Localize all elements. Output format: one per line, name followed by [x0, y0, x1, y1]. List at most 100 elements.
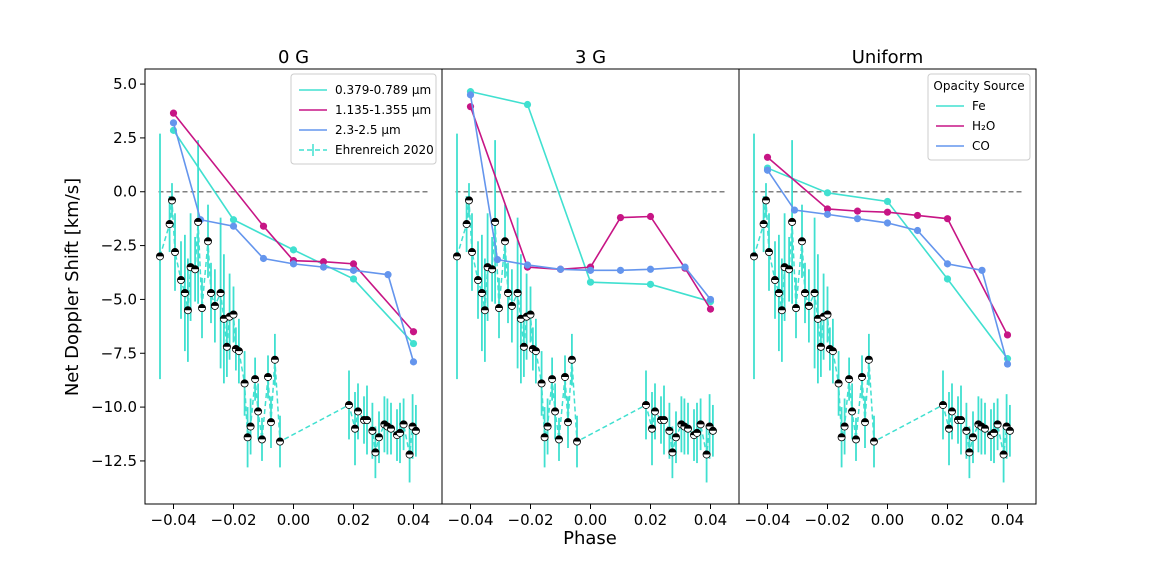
series-point-optical	[229, 216, 238, 224]
observed-point	[816, 342, 825, 351]
legend: Opacity Source Fe H₂O CO	[927, 73, 1031, 161]
panel-title: Uniform	[852, 47, 924, 68]
y-tick-label: −12.5	[91, 452, 137, 470]
observed-point	[395, 428, 404, 437]
series-point-infrared	[853, 207, 862, 215]
observed-point	[684, 424, 693, 433]
series-point-k_band	[556, 265, 565, 273]
observed-point-fill	[1006, 427, 1014, 431]
series-point-k_band	[978, 266, 986, 274]
legend-label: 2.3-2.5 μm	[335, 123, 401, 137]
observed-point-fill	[981, 425, 989, 429]
x-tick-label: −0.04	[745, 511, 791, 529]
observed-point-fill	[771, 276, 779, 281]
observed-point	[668, 448, 677, 457]
observed-point-fill	[845, 375, 853, 380]
observed-point	[500, 237, 509, 246]
panel-1: 3 G −0.04 −0.02 0.00 0.02 0.04	[441, 47, 740, 529]
observed-point-fill	[166, 220, 174, 225]
observed-point-fill	[693, 429, 701, 433]
observed-point	[945, 424, 954, 433]
observed-point	[771, 276, 780, 285]
observed-point-fill	[785, 265, 793, 270]
observed-point	[804, 301, 813, 310]
series-point-infrared	[616, 213, 625, 222]
observed-point-fill	[168, 196, 176, 201]
observed-point	[183, 306, 192, 315]
observed-point-fill	[368, 427, 376, 431]
observed-point	[762, 196, 771, 205]
observed-point-fill	[387, 425, 395, 429]
series-point-k_band	[493, 255, 502, 264]
series-point-optical	[289, 246, 298, 254]
observed-point	[411, 426, 420, 435]
observed-point	[270, 355, 279, 364]
observed-point	[648, 424, 657, 433]
observed-point	[206, 288, 215, 297]
observed-point-fill	[217, 289, 225, 293]
observed-line	[753, 200, 1011, 455]
series-point-infrared	[169, 109, 178, 117]
observed-point-fill	[371, 448, 379, 453]
observed-point	[810, 288, 819, 297]
observed-point-fill	[495, 304, 503, 309]
observed-point-fill	[573, 437, 581, 442]
observed-point	[672, 433, 681, 442]
series-point-k_band	[853, 215, 862, 223]
series-point-k_band	[349, 266, 358, 274]
observed-point-fill	[848, 407, 856, 412]
observed-point-fill	[351, 425, 359, 429]
observed-point-fill	[181, 289, 189, 293]
series-line-optical	[767, 167, 1009, 360]
legend-title: Opacity Source	[933, 79, 1024, 93]
series-point-k_band	[586, 266, 595, 274]
legend-label: CO	[972, 139, 990, 153]
y-tick-label: 5.0	[113, 75, 137, 93]
observed-point-fill	[171, 248, 179, 253]
series-line-infrared	[469, 106, 712, 310]
observed-point-fill	[191, 265, 199, 270]
observed-point	[555, 435, 564, 444]
observed-point	[513, 288, 522, 297]
observed-point-fill	[555, 435, 563, 440]
x-tick-label: 0.00	[574, 511, 607, 529]
series-point-infrared	[706, 305, 715, 313]
observed-point-fill	[1000, 450, 1008, 455]
observed-point-fill	[858, 373, 866, 377]
observed-point-fill	[544, 422, 552, 427]
observed-point	[990, 428, 999, 437]
legend-label: Fe	[972, 99, 986, 113]
x-tick-label: 0.02	[337, 511, 370, 529]
observed-point	[229, 310, 238, 319]
observed-point	[203, 237, 212, 246]
observed-point	[651, 407, 660, 416]
observed-point	[785, 265, 794, 274]
observed-point	[176, 276, 185, 285]
observed-point	[353, 407, 362, 416]
series-point-optical	[349, 275, 358, 283]
observed-point	[965, 448, 974, 457]
observed-point-fill	[651, 407, 659, 412]
series-point-optical	[646, 280, 655, 288]
observed-point	[263, 372, 272, 381]
observed-point-fill	[508, 302, 516, 306]
observed-point	[180, 288, 189, 297]
observed-point	[222, 342, 231, 351]
series-point-infrared	[646, 212, 655, 221]
observed-point	[1005, 426, 1014, 435]
observed-point	[840, 422, 849, 431]
observed-point-fill	[223, 343, 231, 347]
observed-point-fill	[561, 373, 569, 377]
observed-point-fill	[400, 420, 408, 425]
x-tick-label: 0.02	[634, 511, 667, 529]
series-point-optical	[409, 339, 418, 348]
observed-point	[240, 379, 249, 388]
observed-point	[374, 433, 383, 442]
observed-point	[257, 435, 266, 444]
x-tick-label: −0.02	[211, 511, 257, 529]
observed-point-fill	[1003, 422, 1011, 427]
observed-point-fill	[939, 401, 947, 405]
observed-point	[488, 265, 497, 274]
observed-point	[870, 437, 879, 446]
